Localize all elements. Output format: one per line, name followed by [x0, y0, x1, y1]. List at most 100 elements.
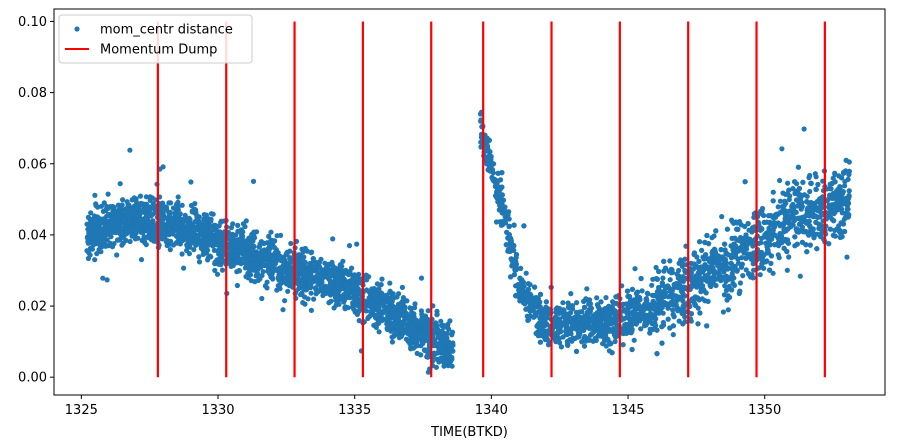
- data-point: [276, 284, 282, 290]
- data-point: [651, 292, 657, 299]
- data-point: [620, 342, 626, 348]
- data-point: [266, 260, 272, 266]
- data-point: [94, 234, 100, 240]
- data-point: [613, 294, 619, 300]
- data-point: [238, 260, 245, 266]
- data-point: [282, 298, 288, 304]
- data-point: [543, 299, 550, 305]
- data-point: [629, 320, 635, 326]
- data-point: [189, 209, 195, 215]
- data-point: [811, 235, 817, 241]
- data-point: [680, 298, 686, 304]
- data-point: [233, 255, 239, 261]
- data-point: [759, 256, 765, 262]
- data-point: [173, 240, 179, 246]
- data-point: [762, 232, 768, 238]
- data-point: [624, 288, 631, 294]
- data-point: [229, 235, 235, 241]
- data-point: [213, 226, 219, 233]
- data-point: [611, 300, 617, 306]
- data-point: [734, 267, 740, 273]
- data-point: [334, 281, 340, 287]
- data-point: [371, 322, 377, 328]
- data-point: [200, 245, 206, 251]
- data-point: [770, 198, 776, 204]
- data-point: [87, 252, 93, 258]
- data-point: [787, 216, 793, 222]
- data-point: [150, 232, 156, 239]
- data-point: [333, 287, 340, 293]
- data-point: [565, 342, 571, 348]
- data-point: [725, 307, 731, 313]
- data-point: [89, 225, 95, 232]
- data-point: [210, 234, 216, 240]
- data-point: [777, 177, 783, 184]
- data-point: [260, 269, 266, 275]
- data-point: [380, 294, 386, 300]
- data-point: [176, 216, 182, 222]
- data-point: [521, 223, 527, 229]
- data-point: [186, 222, 192, 228]
- data-point: [670, 332, 676, 338]
- data-point: [695, 273, 701, 279]
- data-point: [575, 314, 581, 320]
- data-point: [830, 175, 836, 181]
- data-point: [205, 257, 211, 263]
- data-point: [584, 286, 590, 292]
- data-point: [131, 221, 137, 227]
- data-point: [805, 205, 811, 211]
- data-point: [308, 281, 314, 287]
- data-point: [301, 254, 307, 260]
- data-point: [103, 231, 109, 237]
- data-point: [602, 338, 608, 344]
- data-point: [406, 318, 412, 324]
- data-point: [554, 308, 560, 314]
- data-point: [88, 210, 94, 216]
- data-point: [605, 320, 611, 326]
- data-point: [751, 267, 757, 273]
- data-point: [531, 314, 537, 320]
- data-point: [450, 348, 456, 354]
- data-point: [379, 318, 385, 324]
- data-point: [308, 290, 314, 296]
- data-point: [367, 293, 373, 299]
- data-point: [696, 258, 702, 264]
- data-point: [603, 295, 609, 301]
- data-point: [100, 275, 106, 281]
- data-point: [747, 272, 753, 278]
- data-point: [709, 250, 715, 256]
- data-point: [737, 280, 744, 286]
- data-point: [772, 242, 778, 248]
- data-point: [702, 262, 708, 268]
- data-point: [483, 148, 490, 154]
- data-point: [389, 339, 395, 345]
- data-point: [581, 304, 588, 310]
- data-point: [510, 260, 516, 266]
- data-point: [129, 205, 135, 211]
- data-point: [309, 249, 315, 255]
- data-point: [564, 331, 570, 337]
- data-point: [411, 337, 417, 343]
- data-point: [422, 313, 428, 319]
- data-point: [543, 333, 549, 339]
- data-point: [835, 203, 841, 209]
- data-point: [320, 274, 326, 281]
- data-point: [792, 179, 798, 185]
- data-point: [586, 301, 592, 307]
- data-point: [680, 261, 686, 267]
- data-point: [574, 334, 581, 340]
- data-point: [343, 289, 349, 295]
- data-point: [638, 275, 644, 282]
- data-point: [768, 253, 775, 259]
- data-point: [789, 221, 795, 227]
- data-point: [113, 217, 119, 223]
- data-point: [520, 279, 527, 285]
- data-point: [212, 267, 218, 273]
- data-point: [399, 284, 405, 290]
- data-point: [320, 292, 326, 299]
- data-point: [787, 193, 793, 199]
- data-point: [308, 307, 314, 313]
- data-point: [676, 273, 682, 279]
- data-point: [296, 252, 302, 258]
